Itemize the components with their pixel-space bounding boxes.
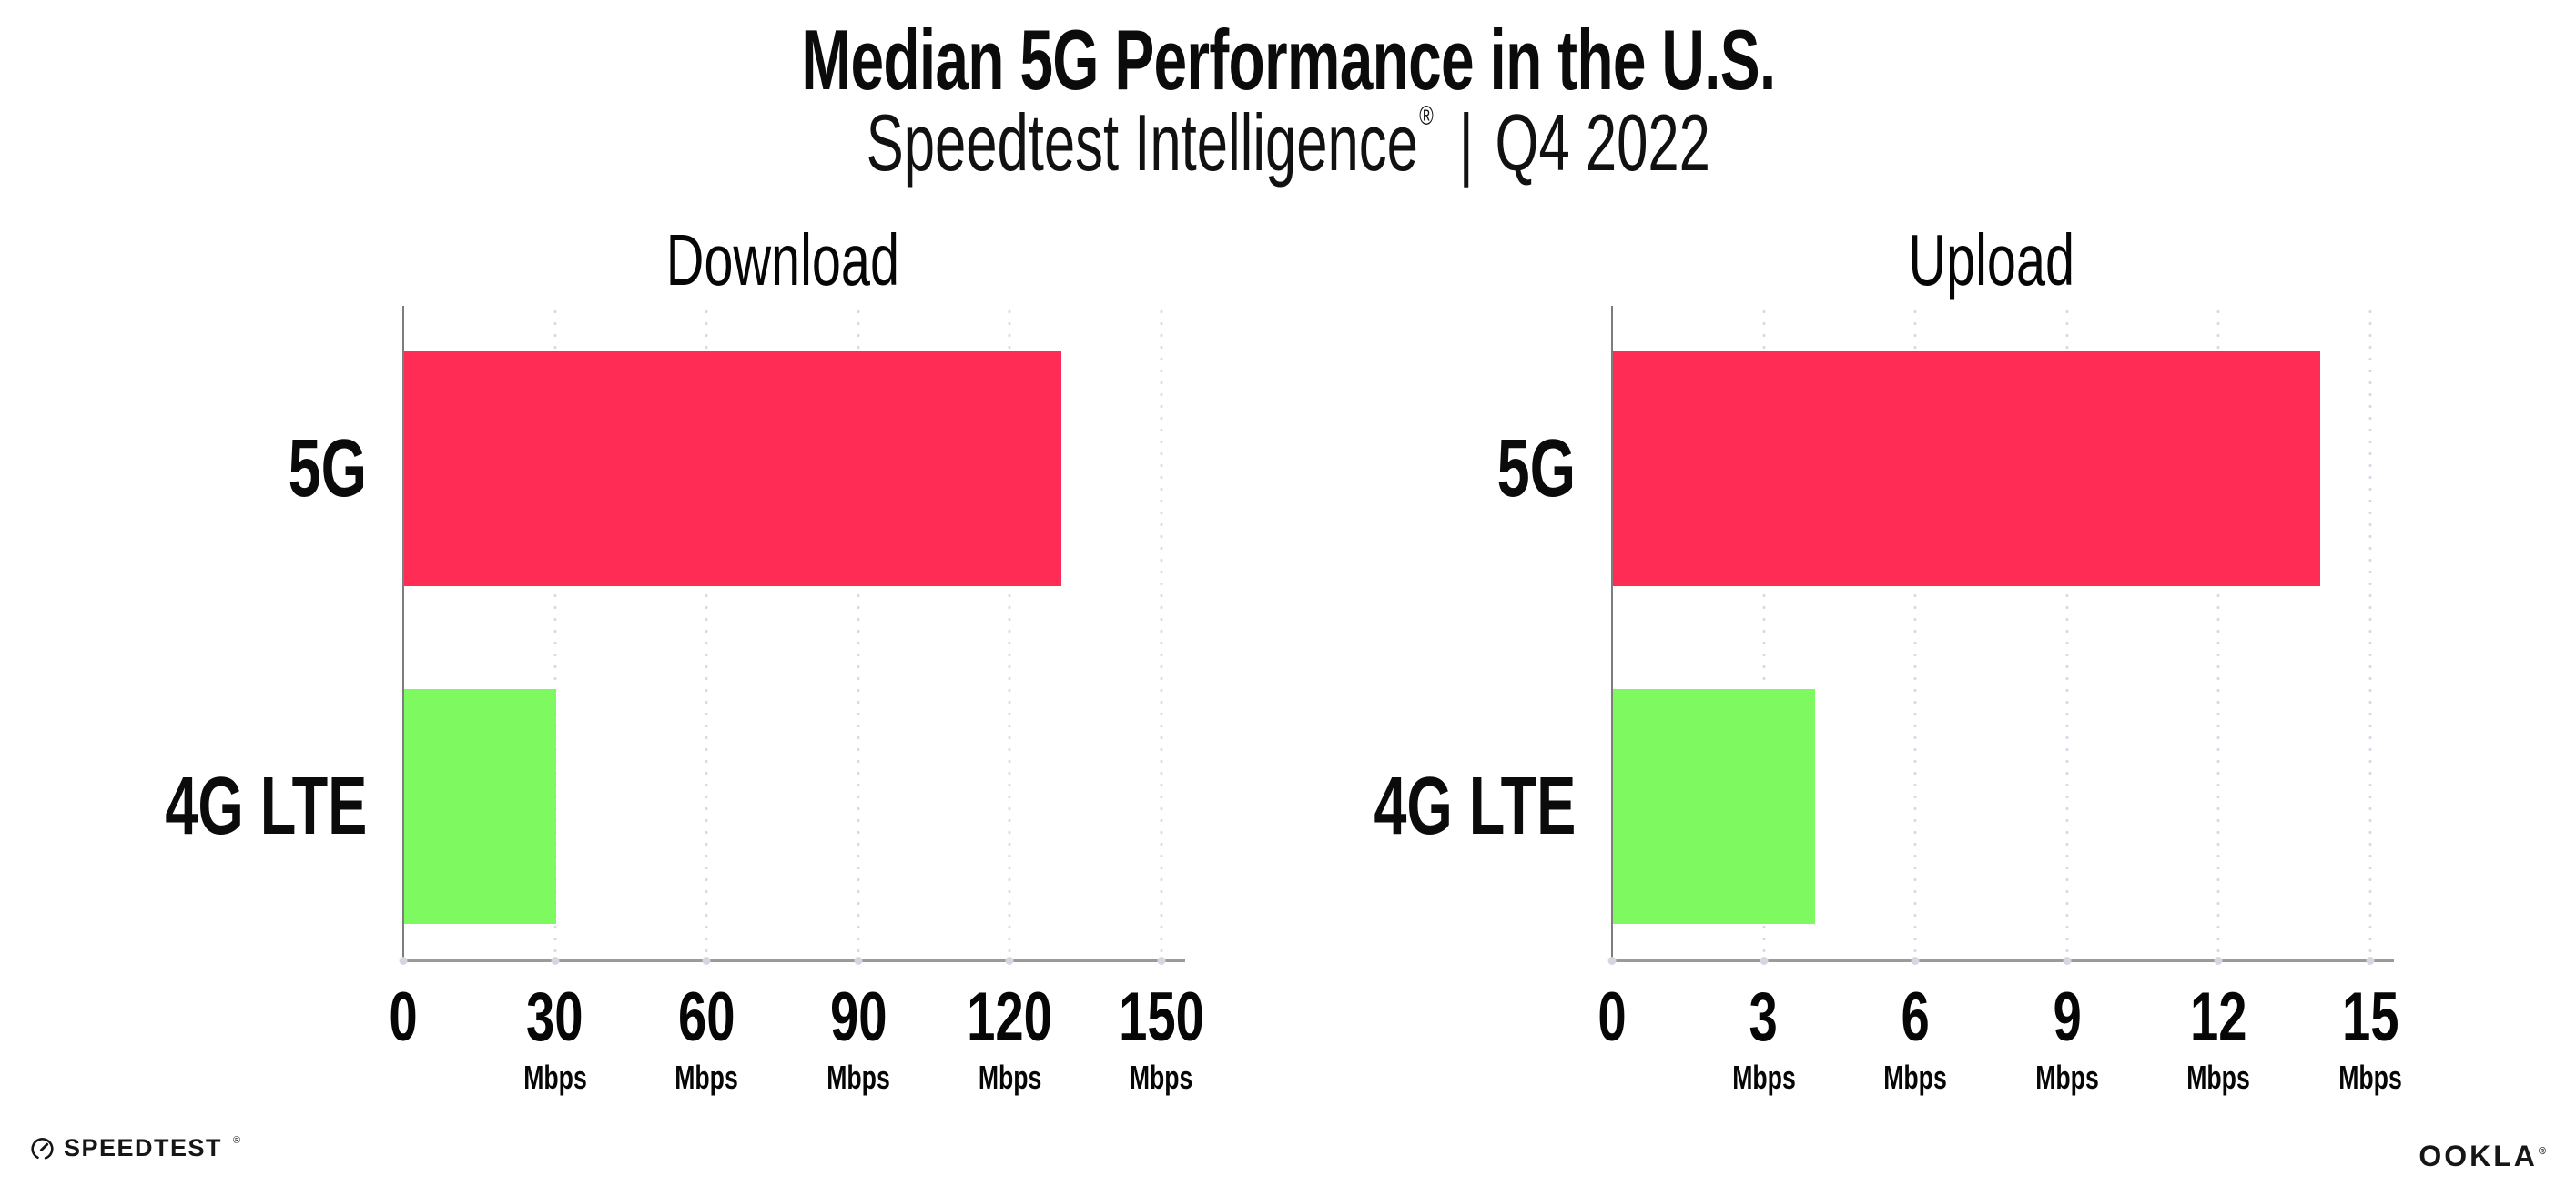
gridline	[2216, 306, 2220, 960]
bar-5g-download	[404, 351, 1061, 586]
page-title-text: Median 5G Performance in the U.S.	[800, 12, 1776, 107]
category-label-4g-lte: 4G LTE	[164, 761, 367, 852]
x-tick-label: 90 Mbps	[827, 979, 890, 1096]
x-tick-label: 12 Mbps	[2186, 979, 2251, 1096]
subtitle-brand: Speedtest Intelligence	[866, 97, 1418, 188]
axis-tick-dot	[1911, 957, 1920, 965]
axis-tick-dot	[854, 957, 863, 965]
axis-tick-dot	[1607, 957, 1617, 965]
gridline	[1008, 306, 1011, 960]
x-tick-label: 30 Mbps	[522, 979, 587, 1096]
axis-tick-dot	[2214, 957, 2223, 965]
subtitle-separator: |	[1458, 97, 1474, 188]
download-chart-plot: Download 5G 4G LTE 0 30 Mbps	[165, 224, 1204, 1094]
gridline	[553, 306, 557, 960]
axis-tick-dot	[2063, 957, 2072, 965]
subtitle-period: Q4 2022	[1495, 97, 1710, 188]
y-axis-line	[402, 306, 404, 962]
ookla-registered-mark: ®	[2538, 1146, 2549, 1157]
speedtest-logo: SPEEDTEST ®	[30, 1134, 240, 1162]
category-label-5g: 5G	[288, 423, 367, 514]
speedtest-wordmark: SPEEDTEST	[64, 1134, 223, 1161]
gridline	[1913, 306, 1917, 960]
registered-mark: ®	[1418, 101, 1434, 131]
axis-tick-dot	[1157, 957, 1166, 965]
gridline	[2368, 306, 2372, 960]
speedtest-gauge-icon	[31, 1138, 54, 1161]
axis-tick-dot	[2366, 957, 2375, 965]
x-tick-label: 60 Mbps	[674, 979, 738, 1096]
gridline	[705, 306, 708, 960]
x-tick-label: 15 Mbps	[2338, 979, 2402, 1096]
x-tick-label: 120 Mbps	[967, 979, 1053, 1096]
x-tick-label: 150 Mbps	[1119, 979, 1204, 1096]
speedtest-registered-mark: ®	[233, 1134, 241, 1146]
x-tick-label: 6 Mbps	[1883, 979, 1947, 1096]
axis-tick-dot	[399, 957, 408, 965]
y-axis-line	[1611, 306, 1613, 962]
axis-tick-dot	[702, 957, 711, 965]
x-tick-label: 9 Mbps	[2035, 979, 2099, 1096]
axis-tick-dot	[1005, 957, 1014, 965]
bar-5g-upload	[1613, 351, 2321, 586]
ookla-wordmark: OOKLA	[2419, 1140, 2538, 1172]
x-tick-label: 3 Mbps	[1731, 979, 1796, 1096]
x-tick-label: 0	[389, 979, 418, 1056]
upload-chart-plot: Upload 5G 4G LTE 0 3 Mbps 6	[1374, 224, 2402, 1094]
category-label-4g-lte: 4G LTE	[1373, 761, 1576, 852]
category-label-5g: 5G	[1496, 423, 1576, 514]
page-subtitle: Speedtest Intelligence® | Q4 2022	[0, 96, 2576, 189]
x-axis-line	[401, 959, 1185, 962]
upload-chart-title: Upload	[1908, 219, 2074, 300]
axis-tick-dot	[1760, 957, 1769, 965]
x-tick-label: 0	[1597, 979, 1627, 1056]
ookla-logo: OOKLA®	[2419, 1140, 2549, 1173]
bar-4g-lte-download	[404, 689, 556, 924]
page-title: Median 5G Performance in the U.S.	[0, 11, 2576, 109]
gridline	[2065, 306, 2069, 960]
download-chart-title: Download	[665, 219, 899, 300]
x-axis-line	[1610, 959, 2394, 962]
gridline	[857, 306, 860, 960]
page-subtitle-text: Speedtest Intelligence® | Q4 2022	[866, 103, 1709, 183]
axis-tick-dot	[551, 957, 560, 965]
gridline	[1160, 306, 1163, 960]
bar-4g-lte-upload	[1613, 689, 1816, 924]
gridline	[1762, 306, 1766, 960]
